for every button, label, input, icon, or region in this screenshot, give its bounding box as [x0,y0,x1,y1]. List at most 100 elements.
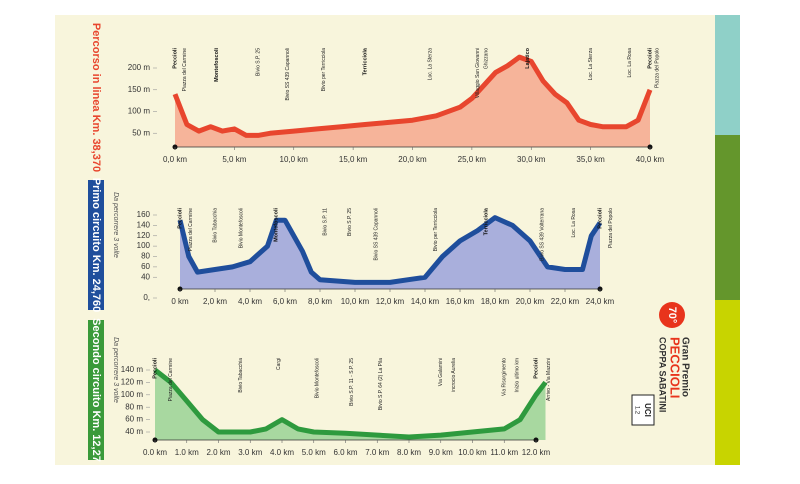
place-label: Bivio Montefoscoli [239,208,245,248]
x-tick-label: 40,0 km [636,155,665,164]
place-label: Peccioli [533,358,539,379]
place-label: Loc. La Sterza [588,48,594,80]
y-tick-label: 100 m [121,390,144,399]
place-label: Loc. La Rosa [627,48,633,78]
edition-badge [659,302,685,328]
place-label: Terricciola [362,47,368,75]
side-strip [715,15,740,135]
x-tick-label: 16,0 km [446,297,475,306]
title-box [88,180,104,310]
x-tick-label: 35,0 km [576,155,605,164]
place-label: Piazza del Popolo [654,48,660,88]
y-tick-label: 40 [141,272,150,281]
title-box [88,320,104,460]
background [55,15,715,465]
place-label: Bivio S.P. 25 [255,48,261,76]
y-tick-label: 200 m [128,63,151,72]
uci-class: 1.2 [633,406,639,415]
y-tick-label: 60 m [125,415,143,424]
y-tick-label: 120 [137,231,151,240]
elevation-line [177,215,603,285]
place-label: Loc. La Rosa [571,208,577,238]
place-label: Bivio S.P. 11 [323,208,329,236]
side-strip [715,300,740,465]
town-name: PECCIOLI [668,337,683,398]
y-tick-label: 80 [141,252,150,261]
place-label: Piazza del Carmine [182,48,188,92]
place-label: Bivio Tabacchia [212,208,218,243]
y-tick-label: 50 m [132,128,150,137]
x-tick-label: 24,0 km [586,297,615,306]
x-tick-label: 9.0 km [429,448,453,457]
edition: 70° [666,307,678,324]
place-label: Terricciola [484,207,490,235]
place-label: Bivio Montefoscoli [314,358,320,398]
elevation-area [180,217,600,289]
chart-title: Secondo circuito Km. 12,27 [90,318,102,462]
x-tick-label: 5.0 km [302,448,326,457]
x-tick-label: 0 km [171,297,189,306]
elevation-area [175,57,650,147]
elevation-line [172,54,653,138]
x-tick-label: 12,0 km [376,297,405,306]
y-tick-label: 0, [143,293,150,302]
x-tick-label: 18,0 km [481,297,510,306]
place-label: Montefoscoli [274,208,280,242]
x-tick-label: 2.0 km [206,448,230,457]
x-tick-label: 3.0 km [238,448,262,457]
place-label: Via Risorgimento [502,358,508,396]
x-tick-label: 12.0 km [522,448,551,457]
chart-title: Percorso in linea Km. 38,370 [90,23,102,172]
place-label: Inizio ultimo km [514,358,520,392]
x-tick-label: 20,0 km [398,155,427,164]
y-tick-label: 40 m [125,427,143,436]
place-label: Peccioli [172,48,178,69]
y-tick-label: 140 m [121,365,144,374]
chart-title: Primo circuito Km. 24,760 [90,178,102,313]
place-label: Via Galamini [438,358,444,386]
chart-subtitle: Da percorrere 3 volte [112,192,119,258]
y-tick-label: 100 [137,241,151,250]
x-tick-label: 1.0 km [175,448,199,457]
y-tick-label: 150 m [128,85,151,94]
elevation-area [155,370,546,440]
uci-logo [631,394,655,426]
place-label: Ghizzano [483,48,489,69]
place-label: Bivio S.P. 11 - S.P. 25 [349,358,355,406]
x-tick-label: 5,0 km [222,155,246,164]
y-tick-label: 160 [137,210,151,219]
x-tick-label: 11.0 km [490,448,518,457]
place-label: Bivio SS 439 Capannoli [373,208,379,261]
x-tick-label: 10,0 km [341,297,370,306]
place-label: Bivio per Terricciola [433,208,439,251]
x-tick-label: 15,0 km [339,155,368,164]
x-tick-label: 4,0 km [238,297,262,306]
place-label: Cargi [276,358,282,370]
x-tick-label: 2,0 km [203,297,227,306]
place-label: Bivio S.P. 64 (2) La Pila [378,358,384,410]
place-label: Piazza del Carmine [168,358,174,402]
place-label: Bivio Tabacchia [238,358,244,393]
x-tick-label: 10,0 km [280,155,309,164]
x-tick-label: 4.0 km [270,448,294,457]
x-tick-label: 0.0 km [143,448,167,457]
place-label: Peccioli [647,48,653,69]
place-label: Montefoscoli [214,48,220,82]
side-strip [715,135,740,300]
sponsor-logo: 70° Gran Premio PECCIOLI COPPA SABATINI … [631,302,690,426]
place-label: Peccioli [152,358,158,379]
place-label: Villaggio San Giovanni [475,48,481,98]
place-label: Bivio SS 439 Volterrana [540,208,546,261]
place-label: Loc. La Sterza [428,48,434,80]
y-tick-label: 80 m [125,402,143,411]
x-tick-label: 22,0 km [551,297,580,306]
y-tick-label: 140 [137,220,151,229]
x-tick-label: 25,0 km [458,155,487,164]
x-tick-label: 8.0 km [397,448,421,457]
place-label: Peccioli [177,208,183,229]
x-tick-label: 20,0 km [516,297,545,306]
y-tick-label: 100 m [128,107,151,116]
x-tick-label: 14,0 km [411,297,440,306]
place-label: Bivio S.P. 25 [347,208,353,236]
